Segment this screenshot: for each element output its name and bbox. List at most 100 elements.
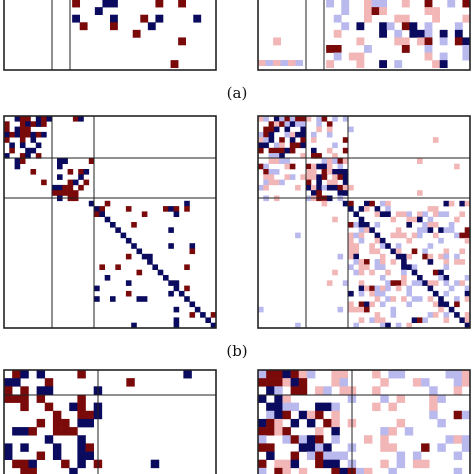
matrix-cell [274,370,283,379]
matrix-cell [77,410,86,420]
matrix-cell [274,418,283,428]
matrix-cell [20,467,29,474]
matrix-cell [401,275,407,281]
matrix-cell [417,232,423,239]
matrix-cell [25,126,31,133]
matrix-cell [401,22,410,31]
matrix-cell [331,435,340,444]
matrix-cell [147,253,153,260]
matrix-cell [28,427,37,436]
matrix-cell [358,306,365,313]
matrix-cell [20,443,29,452]
matrix-cell [136,296,143,302]
matrix-cell [298,410,308,420]
matrix-cell [298,378,308,387]
matrix-cell [427,253,434,260]
matrix-cell [321,163,328,170]
matrix-cell [36,386,46,395]
matrix-cell [417,29,425,38]
matrix-cell [19,121,26,127]
matrix-cell [289,137,296,143]
matrix-cell [406,216,412,223]
matrix-cell [273,37,282,46]
matrix-cell [445,435,454,444]
matrix-cell [284,131,291,138]
matrix-cell [12,378,21,387]
matrix-cell [380,443,389,452]
matrix-cell [110,0,118,8]
matrix-cell [459,248,465,255]
matrix-cell [12,459,21,469]
matrix-cell [342,174,349,180]
matrix-cell [279,116,285,122]
matrix-cell [379,264,386,270]
matrix-cell [57,163,63,170]
matrix-cell [401,232,407,239]
matrix-cell [306,443,316,452]
matrix-cell [438,253,444,260]
matrix-cell [390,280,397,286]
matrix-cell [342,116,349,122]
matrix-cell [61,427,70,436]
matrix-cell [184,264,190,270]
matrix-cell [412,378,422,387]
matrix-cell [438,306,444,313]
matrix-cell [44,402,54,412]
matrix-cell [437,443,446,452]
matrix-cell [110,296,116,302]
matrix-cell [268,137,275,143]
matrix-cell [298,467,308,474]
matrix-cell [454,296,460,302]
matrix-cell [453,467,463,474]
matrix-cell [282,435,291,444]
panel-b-left [3,115,217,329]
matrix-cell [35,116,42,122]
matrix-cell [258,184,264,191]
matrix-cell [459,280,465,286]
matrix-cell [72,179,79,186]
matrix-cell [422,227,428,233]
matrix-cell [311,184,317,191]
matrix-cell [194,306,201,313]
matrix-cell [447,0,456,8]
matrix-cell [401,211,407,217]
matrix-cell [12,370,21,379]
matrix-cell [388,402,397,412]
matrix-cell [364,227,370,233]
matrix-cell [289,163,296,170]
matrix-cell [273,147,280,154]
matrix-cell [385,280,391,286]
matrix-cell [432,60,441,69]
matrix-cell [305,116,312,122]
panel-c-right [257,369,471,474]
matrix-cell [459,259,465,265]
matrix-cell [78,174,84,180]
matrix-cell [315,443,324,452]
matrix-cell [422,280,428,286]
matrix-cell [300,131,306,138]
matrix-cell [94,7,103,16]
matrix-cell [263,174,269,180]
matrix-cell [443,264,450,270]
matrix-cell [394,14,403,23]
matrix-cell [78,116,84,122]
matrix-cell [19,116,26,122]
matrix-cell [273,179,280,186]
matrix-cell [358,222,365,228]
matrix-cell [439,60,448,69]
matrix-cell [396,370,406,379]
matrix-cell [125,280,132,286]
matrix-cell [311,131,317,138]
matrix-cell [448,227,455,233]
panel-c-left [3,369,217,474]
matrix-cell [395,253,402,260]
matrix-cell [464,200,470,207]
matrix-cell [353,248,359,255]
matrix-cell [424,7,433,16]
matrix-cell [57,190,63,196]
matrix-cell [464,285,470,292]
matrix-cell [409,22,418,31]
matrix-panels [3,0,471,474]
matrix-cell [355,467,365,474]
matrix-cell [432,222,439,228]
